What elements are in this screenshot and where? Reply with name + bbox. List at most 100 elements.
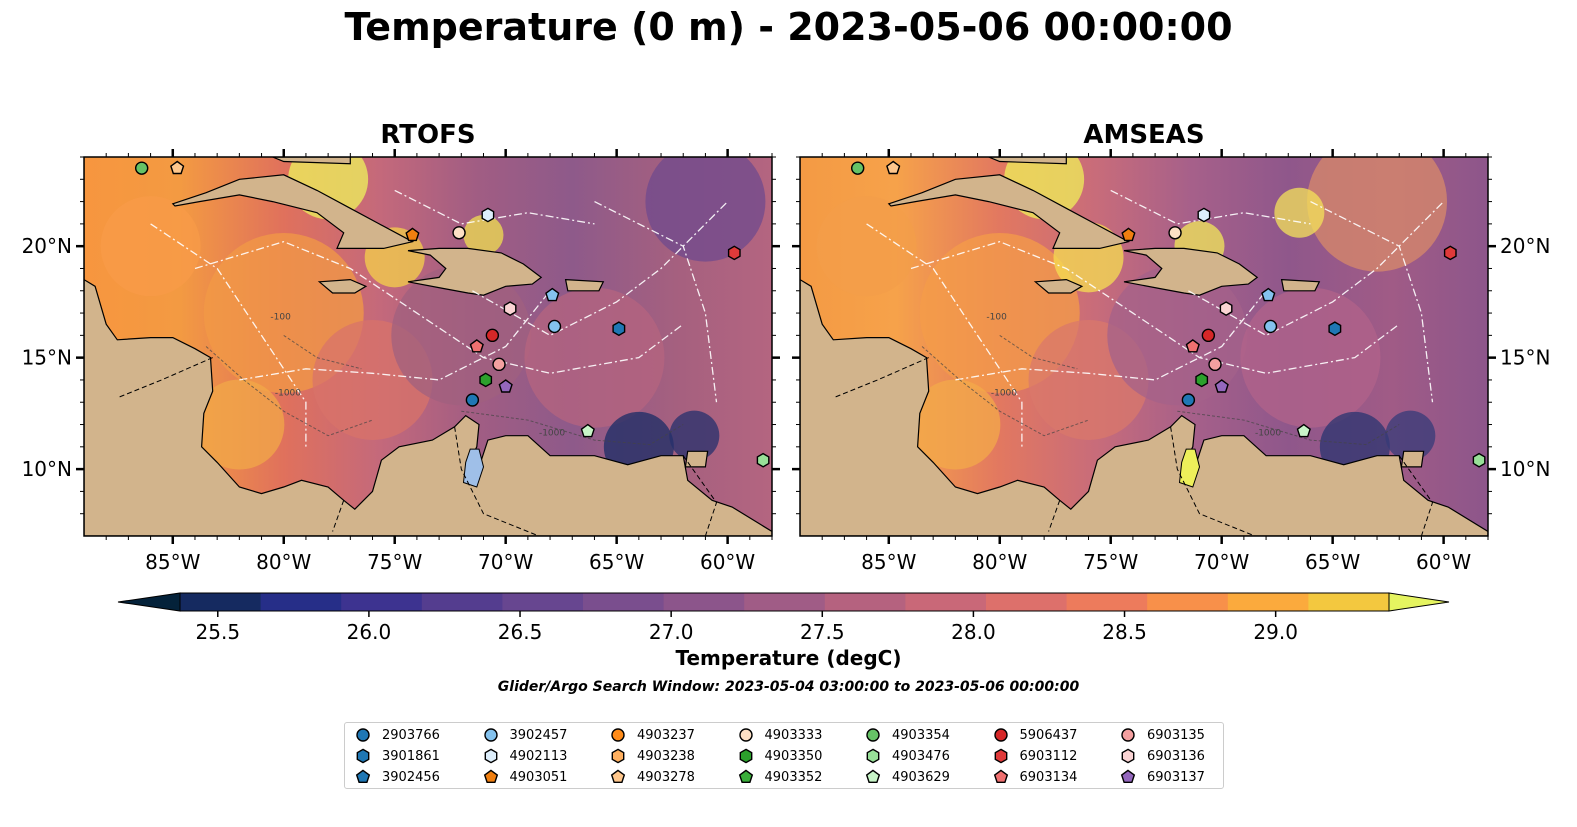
legend-marker-icon xyxy=(611,748,625,764)
eez-boundary xyxy=(594,201,718,403)
eez-boundary xyxy=(194,241,684,374)
land-polygon xyxy=(1033,278,1084,294)
float-4903629-marker xyxy=(580,423,595,438)
legend-item-3901861: 3901861 xyxy=(355,746,440,766)
land-polygon xyxy=(272,157,351,165)
temperature-patch xyxy=(100,196,201,297)
bathymetry-contour xyxy=(205,346,373,437)
colorbar-tick-label: 26.5 xyxy=(498,620,543,644)
eez-boundary xyxy=(239,290,551,381)
legend-item-4903333: 4903333 xyxy=(738,725,823,745)
lon-tick-label: 70°W xyxy=(478,550,533,574)
colorbar-segment xyxy=(744,593,826,611)
colorbar-segment xyxy=(583,593,665,611)
temperature-patch xyxy=(194,379,285,470)
legend-marker-icon xyxy=(1121,728,1135,742)
bathymetry-contour xyxy=(999,334,1078,370)
lat-tick-label: 10°N xyxy=(1500,457,1550,481)
country-border xyxy=(1048,500,1061,532)
legend-label: 4903278 xyxy=(637,769,695,785)
temperature-patch xyxy=(669,410,720,461)
float-4903476-marker xyxy=(1472,452,1486,468)
colorbar-tick-label: 27.5 xyxy=(800,620,845,644)
temperature-colorbar: 25.5 26.0 26.5 27.0 27.5 28.0 28.5 29.0 xyxy=(117,592,1450,644)
colorbar-segment xyxy=(502,593,584,611)
legend-item-4903238: 4903238 xyxy=(610,746,695,766)
colorbar-segment xyxy=(260,593,342,611)
float-legend: 2903766 3901861 3902456 3902457 4902113 49030… xyxy=(344,722,1224,789)
float-6903137-marker xyxy=(498,379,513,393)
float-2903766-marker xyxy=(1181,393,1196,407)
float-4903354-marker xyxy=(851,161,865,175)
colorbar-segment xyxy=(986,593,1068,611)
lon-tick-label: 65°W xyxy=(589,550,644,574)
lon-tick-label: 85°W xyxy=(145,550,200,574)
country-border xyxy=(1170,426,1257,536)
contour-label: -100 xyxy=(270,313,291,323)
float-4903278-marker xyxy=(886,160,901,175)
float-6903136-marker xyxy=(503,301,517,317)
country-border xyxy=(682,455,718,536)
search-window-note: Glider/Argo Search Window: 2023-05-04 03… xyxy=(497,679,1080,695)
amseas-panel-title: AMSEAS xyxy=(1083,120,1205,150)
legend-marker-icon xyxy=(610,769,626,784)
legend-marker-icon xyxy=(356,748,370,764)
float-4903333-marker xyxy=(1168,226,1182,240)
colorbar-tick-label: 26.0 xyxy=(347,620,392,644)
legend-marker-icon xyxy=(993,728,1008,742)
legend-label: 4903333 xyxy=(764,727,823,743)
land-polygon xyxy=(171,174,415,250)
temperature-patch xyxy=(1274,187,1325,238)
bathymetry-contour xyxy=(1177,410,1400,446)
map-plot-area: -1000 -100 -1000 xyxy=(800,157,1488,536)
colorbar-segment xyxy=(905,593,987,611)
bathymetry-contour xyxy=(921,346,1089,437)
float-6903137-marker xyxy=(1214,379,1229,393)
colorbar-segment xyxy=(421,593,503,611)
legend-marker-icon xyxy=(738,769,753,784)
legend-item-4903051: 4903051 xyxy=(483,767,568,787)
float-6903112-marker xyxy=(1443,245,1457,261)
map-frame xyxy=(799,156,1489,537)
country-border xyxy=(117,357,213,399)
colorbar-frame xyxy=(179,592,1390,612)
legend-label: 3902456 xyxy=(382,769,440,785)
figure-title: Temperature (0 m) - 2023-05-06 00:00:00 xyxy=(344,5,1233,49)
temperature-patch xyxy=(645,157,766,262)
legend-item-2903766: 2903766 xyxy=(355,725,440,745)
land-polygon xyxy=(407,247,543,296)
lon-tick-label: 60°W xyxy=(1416,550,1471,574)
legend-marker-icon xyxy=(866,728,880,742)
land-polygon xyxy=(317,278,368,294)
colorbar-label: Temperature (degC) xyxy=(675,646,902,670)
legend-item-4903237: 4903237 xyxy=(610,725,695,745)
rtofs-map[interactable]: -1000 -100 -1000 85°W 80°W 75°W 70°W 65°W 60°W 20… xyxy=(22,149,780,574)
lon-tick-label: 75°W xyxy=(367,550,422,574)
float-6903134-marker xyxy=(469,339,484,353)
rtofs-panel-title: RTOFS xyxy=(380,120,476,150)
float-4903476-marker xyxy=(756,452,770,468)
legend-label: 4903629 xyxy=(892,769,950,785)
float-3902457-marker xyxy=(1263,319,1278,334)
temperature-patch xyxy=(463,215,504,256)
float-4903629-marker xyxy=(1296,423,1311,438)
float-4903051-marker xyxy=(405,227,420,242)
float-3902457-marker xyxy=(547,319,562,334)
lon-tick-label: 85°W xyxy=(861,550,916,574)
contour-label: -1000 xyxy=(991,389,1017,399)
lat-tick-label: 20°N xyxy=(1500,234,1550,258)
legend-item-4903352: 4903352 xyxy=(738,767,823,787)
amseas-map[interactable]: -1000 -100 -1000 85°W 80°W 75°W 70°W 65°W 60°W 20… xyxy=(792,149,1550,574)
legend-marker-icon xyxy=(993,769,1008,784)
contour-label: -1000 xyxy=(1255,429,1281,439)
lon-tick-label: 75°W xyxy=(1083,550,1138,574)
land-polygon xyxy=(684,450,709,468)
legend-item-6903137: 6903137 xyxy=(1120,767,1205,787)
legend-label: 4903352 xyxy=(764,769,823,785)
colorbar-tick-label: 27.0 xyxy=(649,620,694,644)
legend-marker-icon xyxy=(483,769,498,784)
legend-item-5906437: 5906437 xyxy=(993,725,1077,745)
contour-label: -100 xyxy=(986,313,1007,323)
legend-label: 4903051 xyxy=(509,769,568,785)
legend-item-4903354: 4903354 xyxy=(865,725,950,745)
